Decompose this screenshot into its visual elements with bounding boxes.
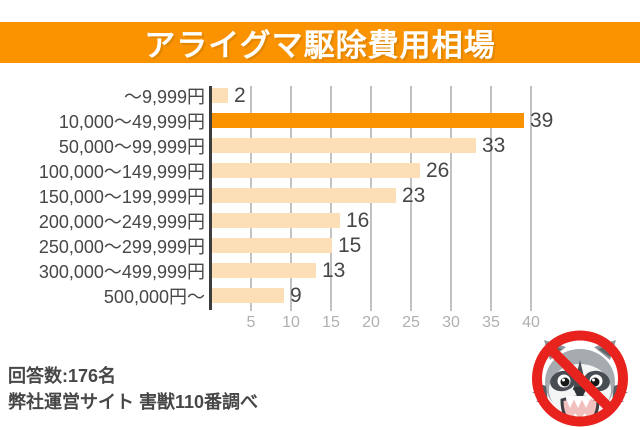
category-label: 500,000円〜 <box>103 286 205 307</box>
no-raccoon-icon <box>532 330 628 427</box>
value-label: 26 <box>426 159 450 182</box>
gridline <box>410 86 412 311</box>
bar-normal <box>212 213 340 228</box>
plot-area: 2 39 33 26 23 16 15 13 9 <box>209 84 553 311</box>
category-label: 200,000〜249,999円 <box>38 211 205 232</box>
bar-normal <box>212 163 420 178</box>
category-label: 50,000〜99,999円 <box>58 136 205 157</box>
value-label: 2 <box>234 84 246 107</box>
category-label: 100,000〜149,999円 <box>38 161 205 182</box>
value-label: 15 <box>338 234 362 257</box>
gridline <box>490 86 492 311</box>
prohibition-circle <box>532 330 628 427</box>
title-band: アライグマ駆除費用相場 <box>0 22 640 63</box>
category-label: 〜9,999円 <box>123 86 205 107</box>
footer-line2: 弊社運営サイト 害獣110番調べ <box>8 392 259 412</box>
bar-normal <box>212 138 476 153</box>
value-label: 13 <box>322 259 346 282</box>
bar-normal <box>212 188 396 203</box>
value-label: 9 <box>290 284 302 307</box>
gridline <box>530 86 532 311</box>
page-title: アライグマ駆除費用相場 <box>144 28 496 63</box>
category-label: 250,000〜299,999円 <box>38 236 205 257</box>
value-label: 39 <box>530 109 554 132</box>
category-label: 300,000〜499,999円 <box>38 261 205 282</box>
footer-line1: 回答数:176名 <box>8 366 117 386</box>
y-axis-line <box>209 86 212 310</box>
value-label: 23 <box>402 184 426 207</box>
x-tick-label: 40 <box>522 314 540 331</box>
bar-normal <box>212 238 332 253</box>
x-tick-label: 30 <box>442 314 460 331</box>
bar-highlighted <box>212 113 524 128</box>
bar-normal <box>212 288 284 303</box>
x-tick-label: 25 <box>402 314 420 331</box>
bar-normal <box>212 88 228 103</box>
x-tick-label: 5 <box>246 314 256 331</box>
category-label: 10,000〜49,999円 <box>58 111 205 132</box>
x-tick-label: 20 <box>362 314 380 331</box>
value-label: 33 <box>482 134 506 157</box>
x-tick-label: 10 <box>282 314 300 331</box>
category-label: 150,000〜199,999円 <box>38 186 205 207</box>
gridline <box>450 86 452 311</box>
value-label: 16 <box>346 209 370 232</box>
x-tick-label: 35 <box>482 314 500 331</box>
x-tick-label: 15 <box>322 314 340 331</box>
bar-normal <box>212 263 316 278</box>
